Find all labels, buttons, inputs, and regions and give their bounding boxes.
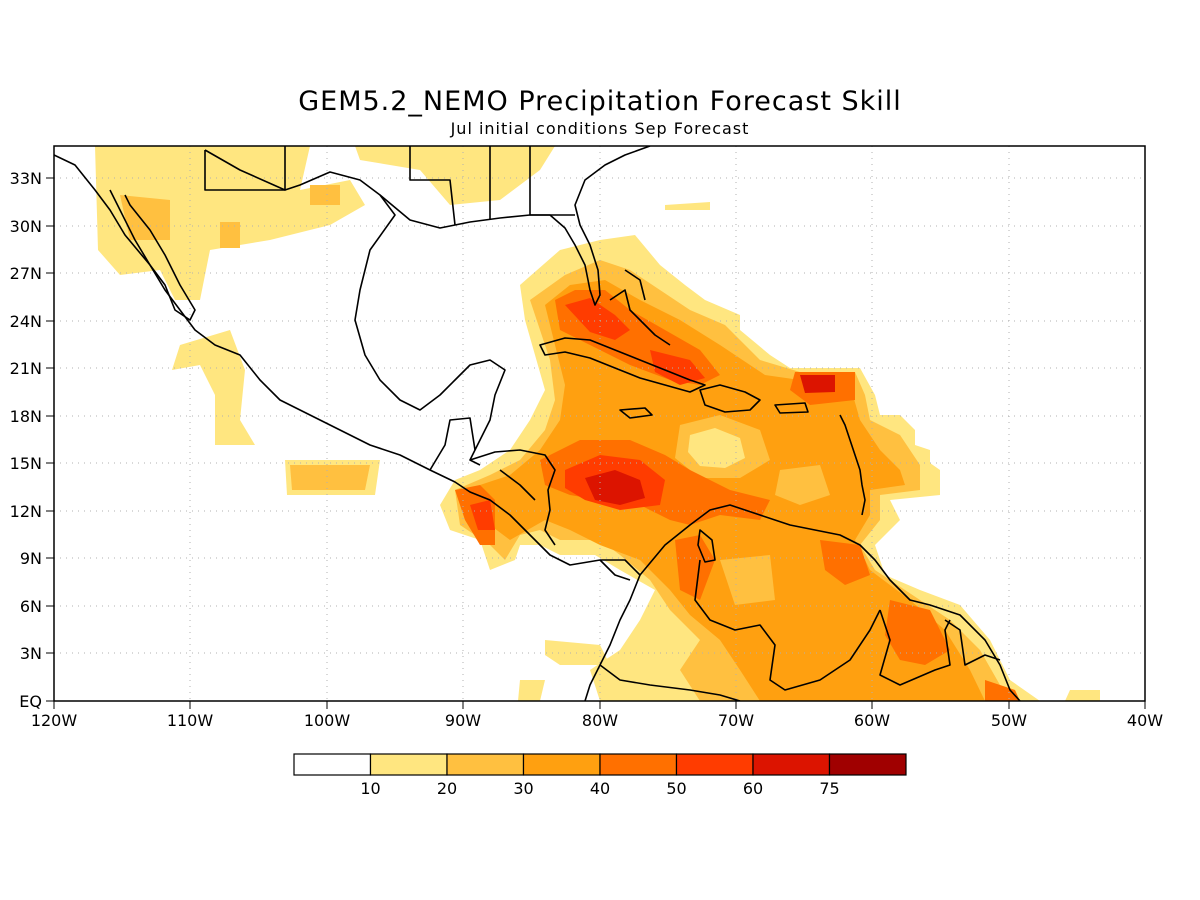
skill-region <box>545 640 610 665</box>
x-tick-label: 50W <box>991 711 1027 730</box>
y-tick-label: 3N <box>20 644 42 663</box>
y-tick-label: 33N <box>10 169 42 188</box>
colorbar-label: 30 <box>513 779 533 798</box>
axis-ticks <box>46 177 1146 709</box>
x-tick-label: 60W <box>854 711 890 730</box>
colorbar-label: 50 <box>666 779 686 798</box>
skill-region <box>585 470 645 505</box>
skill-region <box>720 555 775 605</box>
skill-region <box>985 680 1020 701</box>
grid-lines <box>54 146 1145 701</box>
y-tick-label: 15N <box>10 454 42 473</box>
y-tick-label: 27N <box>10 264 42 283</box>
x-tick-label: 80W <box>582 711 618 730</box>
skill-region <box>120 195 170 240</box>
y-tick-label: 30N <box>10 217 42 236</box>
skill-region <box>355 146 555 205</box>
colorbar-swatch <box>369 753 448 776</box>
skill-region <box>675 535 715 600</box>
skill-region <box>220 222 240 248</box>
skill-region <box>290 465 370 490</box>
skill-region <box>565 298 630 340</box>
colorbar: 10 20 30 40 50 60 75 <box>293 753 907 798</box>
skill-region <box>172 330 255 445</box>
skill-region <box>688 428 745 468</box>
colorbar-swatch <box>752 753 831 776</box>
skill-region <box>470 500 495 530</box>
coastlines <box>54 146 1021 701</box>
colorbar-swatch <box>522 753 601 776</box>
colorbar-swatch <box>446 753 525 776</box>
colorbar-label: 40 <box>590 779 610 798</box>
x-tick-label: 40W <box>1127 711 1163 730</box>
y-tick-label: 12N <box>10 502 42 521</box>
skill-region <box>1065 690 1100 701</box>
skill-region <box>800 375 835 393</box>
map-subtitle: Jul initial conditions Sep Forecast <box>450 119 750 138</box>
y-tick-label: 6N <box>20 597 42 616</box>
skill-region <box>518 680 545 701</box>
skill-field <box>95 146 1100 701</box>
colorbar-swatch <box>828 753 907 776</box>
skill-region <box>775 465 830 505</box>
colorbar-swatch <box>599 753 678 776</box>
colorbar-swatch <box>675 753 754 776</box>
skill-region <box>820 540 870 585</box>
y-tick-label: 21N <box>10 359 42 378</box>
colorbar-label: 10 <box>360 779 380 798</box>
colorbar-label: 75 <box>819 779 839 798</box>
y-tick-label: 9N <box>20 549 42 568</box>
skill-region <box>310 185 340 205</box>
map-title: GEM5.2_NEMO Precipitation Forecast Skill <box>298 86 902 117</box>
x-tick-label: 90W <box>445 711 481 730</box>
y-tick-label: EQ <box>19 692 42 711</box>
x-tick-label: 70W <box>718 711 754 730</box>
x-tick-label: 110W <box>167 711 214 730</box>
colorbar-label: 20 <box>437 779 457 798</box>
x-tick-label: 120W <box>31 711 78 730</box>
y-tick-label: 24N <box>10 312 42 331</box>
y-tick-label: 18N <box>10 407 42 426</box>
colorbar-swatch <box>293 753 372 776</box>
colorbar-label: 60 <box>743 779 763 798</box>
skill-region <box>885 600 950 665</box>
x-tick-label: 100W <box>304 711 351 730</box>
skill-region <box>665 202 710 210</box>
skill-region <box>650 350 705 385</box>
